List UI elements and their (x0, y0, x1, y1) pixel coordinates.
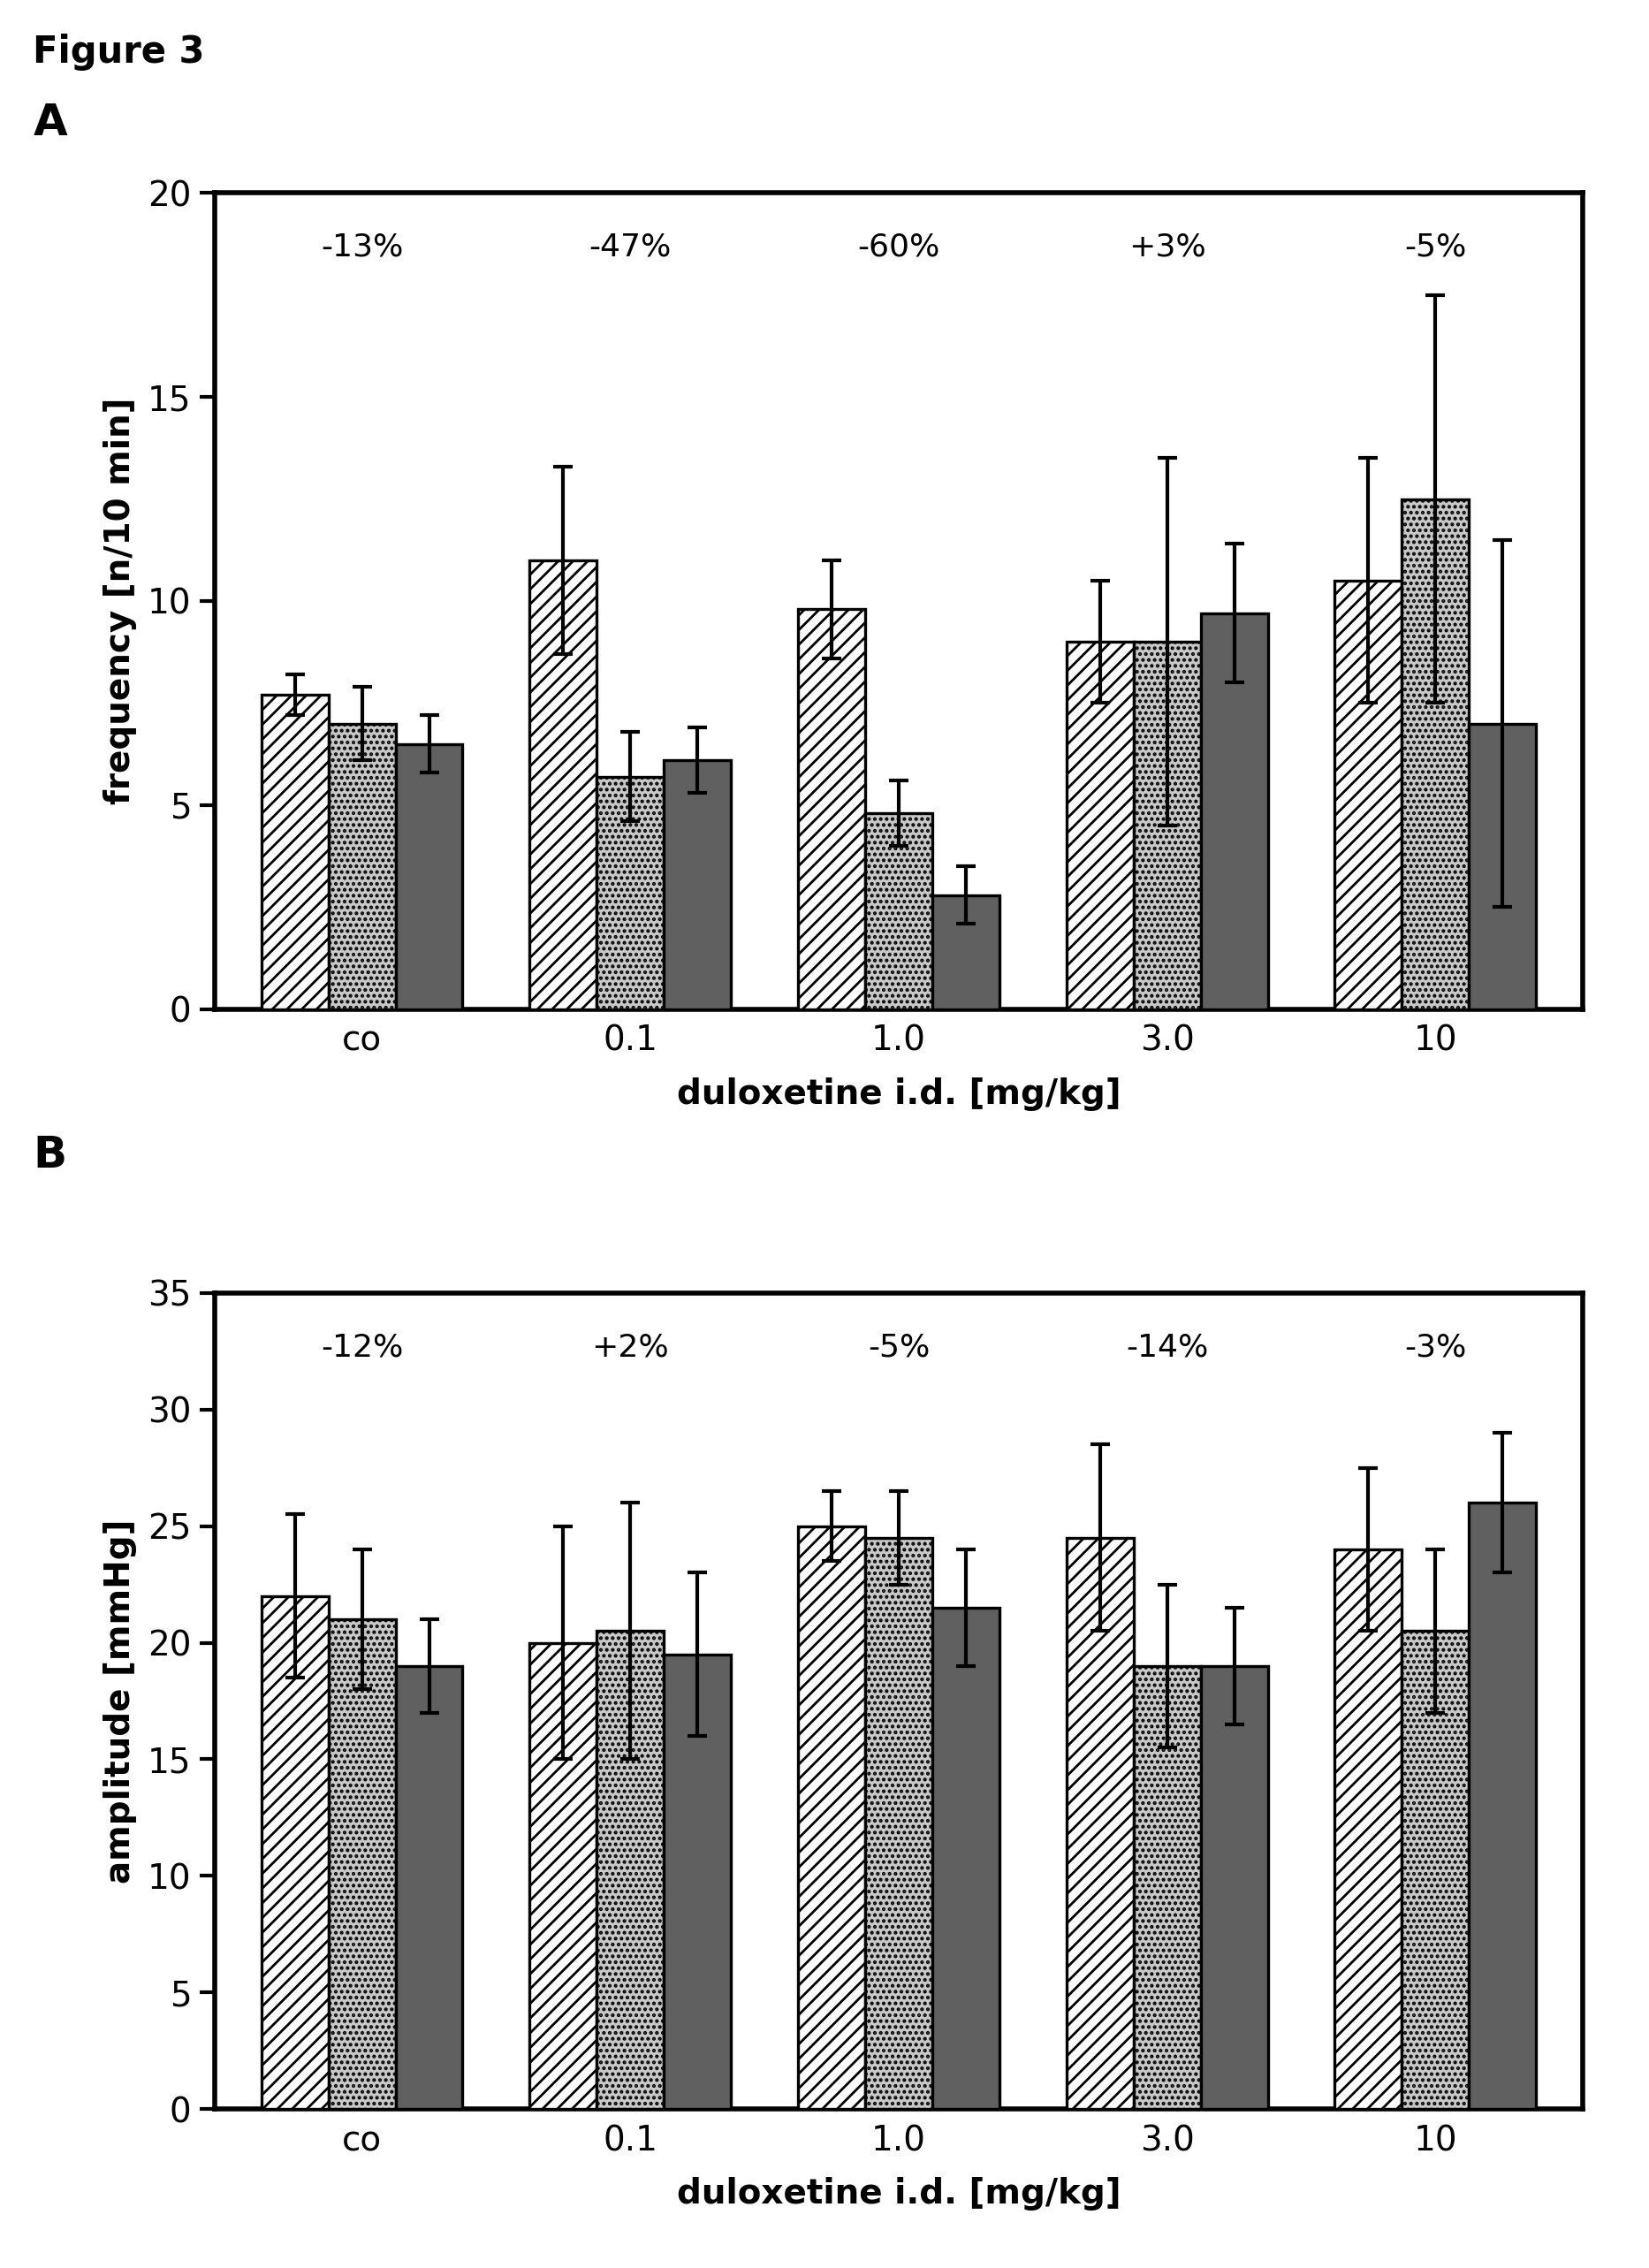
Bar (932, 896, 999, 1009)
Bar (529, 1642, 597, 2109)
Y-axis label: amplitude [mmHg]: amplitude [mmHg] (104, 1520, 137, 1882)
Text: -5%: -5% (867, 1331, 930, 1363)
Bar (1334, 581, 1402, 1009)
Bar (597, 776, 665, 1009)
Bar (396, 1667, 463, 2109)
Bar (1469, 723, 1537, 1009)
Bar (1067, 1538, 1133, 2109)
Bar (1334, 1549, 1402, 2109)
Bar (665, 760, 731, 1009)
Bar (1200, 612, 1268, 1009)
Bar (261, 1597, 328, 2109)
Text: -5%: -5% (1405, 231, 1466, 263)
Bar (1133, 642, 1200, 1009)
Text: -60%: -60% (857, 231, 940, 263)
Bar (597, 1631, 665, 2109)
Text: -14%: -14% (1126, 1331, 1209, 1363)
Text: A: A (33, 102, 68, 145)
Y-axis label: frequency [n/10 min]: frequency [n/10 min] (104, 397, 137, 805)
Bar (396, 744, 463, 1009)
Text: Figure 3: Figure 3 (33, 34, 204, 70)
Text: -3%: -3% (1405, 1331, 1466, 1363)
Bar (1402, 1631, 1469, 2109)
Bar (1133, 1667, 1200, 2109)
X-axis label: duloxetine i.d. [mg/kg]: duloxetine i.d. [mg/kg] (676, 2177, 1121, 2211)
Bar (328, 723, 396, 1009)
Bar (1469, 1504, 1537, 2109)
Text: +3%: +3% (1128, 231, 1205, 263)
Bar (261, 694, 328, 1009)
Bar (798, 610, 866, 1009)
Text: -47%: -47% (589, 231, 671, 263)
Bar (529, 560, 597, 1009)
Bar (328, 1619, 396, 2109)
Text: +2%: +2% (592, 1331, 669, 1363)
Bar (866, 1538, 932, 2109)
Bar (932, 1608, 999, 2109)
Bar (866, 814, 932, 1009)
Bar (665, 1653, 731, 2109)
Bar (1402, 499, 1469, 1009)
Bar (1067, 642, 1133, 1009)
Bar (1200, 1667, 1268, 2109)
Bar (798, 1526, 866, 2109)
Text: -12%: -12% (320, 1331, 404, 1363)
Text: B: B (33, 1134, 66, 1177)
Text: -13%: -13% (320, 231, 404, 263)
X-axis label: duloxetine i.d. [mg/kg]: duloxetine i.d. [mg/kg] (676, 1077, 1121, 1111)
